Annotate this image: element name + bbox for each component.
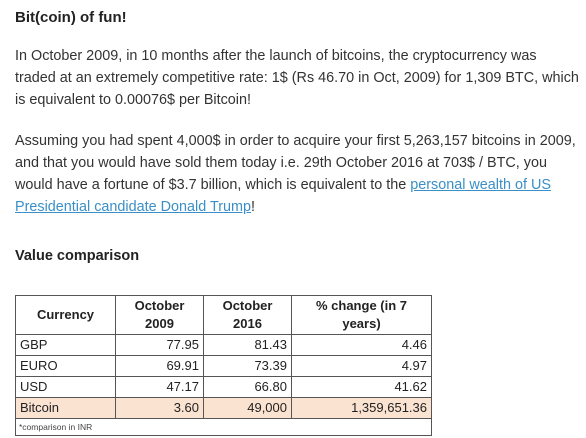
cell-change: 1,359,651.36 xyxy=(291,397,432,419)
header-percent-change: % change (in 7 years) xyxy=(291,295,432,335)
cell-currency: GBP xyxy=(15,334,116,356)
cell-2016: 73.39 xyxy=(203,355,292,377)
table-row: GBP 77.95 81.43 4.46 xyxy=(15,334,432,356)
cell-change: 41.62 xyxy=(291,376,432,398)
cell-2009: 77.95 xyxy=(115,334,204,356)
fortune-paragraph-end: ! xyxy=(250,199,255,215)
cell-2016: 81.43 xyxy=(203,334,292,356)
cell-2009: 69.91 xyxy=(115,355,204,377)
cell-currency: Bitcoin xyxy=(15,397,116,419)
table-row-bitcoin: Bitcoin 3.60 49,000 1,359,651.36 xyxy=(15,397,432,419)
fortune-paragraph-text: Assuming you had spent 4,000$ in order t… xyxy=(15,133,576,193)
cell-2016: 49,000 xyxy=(203,397,292,419)
table-footnote-row: *comparison in INR xyxy=(15,418,432,436)
value-comparison-heading: Value comparison xyxy=(15,248,140,264)
cell-change: 4.97 xyxy=(291,355,432,377)
cell-change: 4.46 xyxy=(291,334,432,356)
intro-paragraph: In October 2009, in 10 months after the … xyxy=(15,48,579,108)
cell-2009: 47.17 xyxy=(115,376,204,398)
trump-wealth-link[interactable]: personal wealth of US Presidential candi… xyxy=(15,177,551,215)
header-october-2009: October 2009 xyxy=(115,295,204,335)
table-row: EURO 69.91 73.39 4.97 xyxy=(15,355,432,377)
cell-currency: USD xyxy=(15,376,116,398)
header-currency: Currency xyxy=(15,295,116,335)
table-footnote: *comparison in INR xyxy=(15,418,432,436)
value-comparison-table: Currency October 2009 October 2016 % cha… xyxy=(15,295,432,436)
cell-currency: EURO xyxy=(15,355,116,377)
header-october-2016: October 2016 xyxy=(203,295,292,335)
article-title: Bit(coin) of fun! xyxy=(15,9,127,26)
table-header-row: Currency October 2009 October 2016 % cha… xyxy=(15,295,432,335)
cell-2009: 3.60 xyxy=(115,397,204,419)
fortune-paragraph: Assuming you had spent 4,000$ in order t… xyxy=(15,130,581,218)
table-row: USD 47.17 66.80 41.62 xyxy=(15,376,432,398)
cell-2016: 66.80 xyxy=(203,376,292,398)
